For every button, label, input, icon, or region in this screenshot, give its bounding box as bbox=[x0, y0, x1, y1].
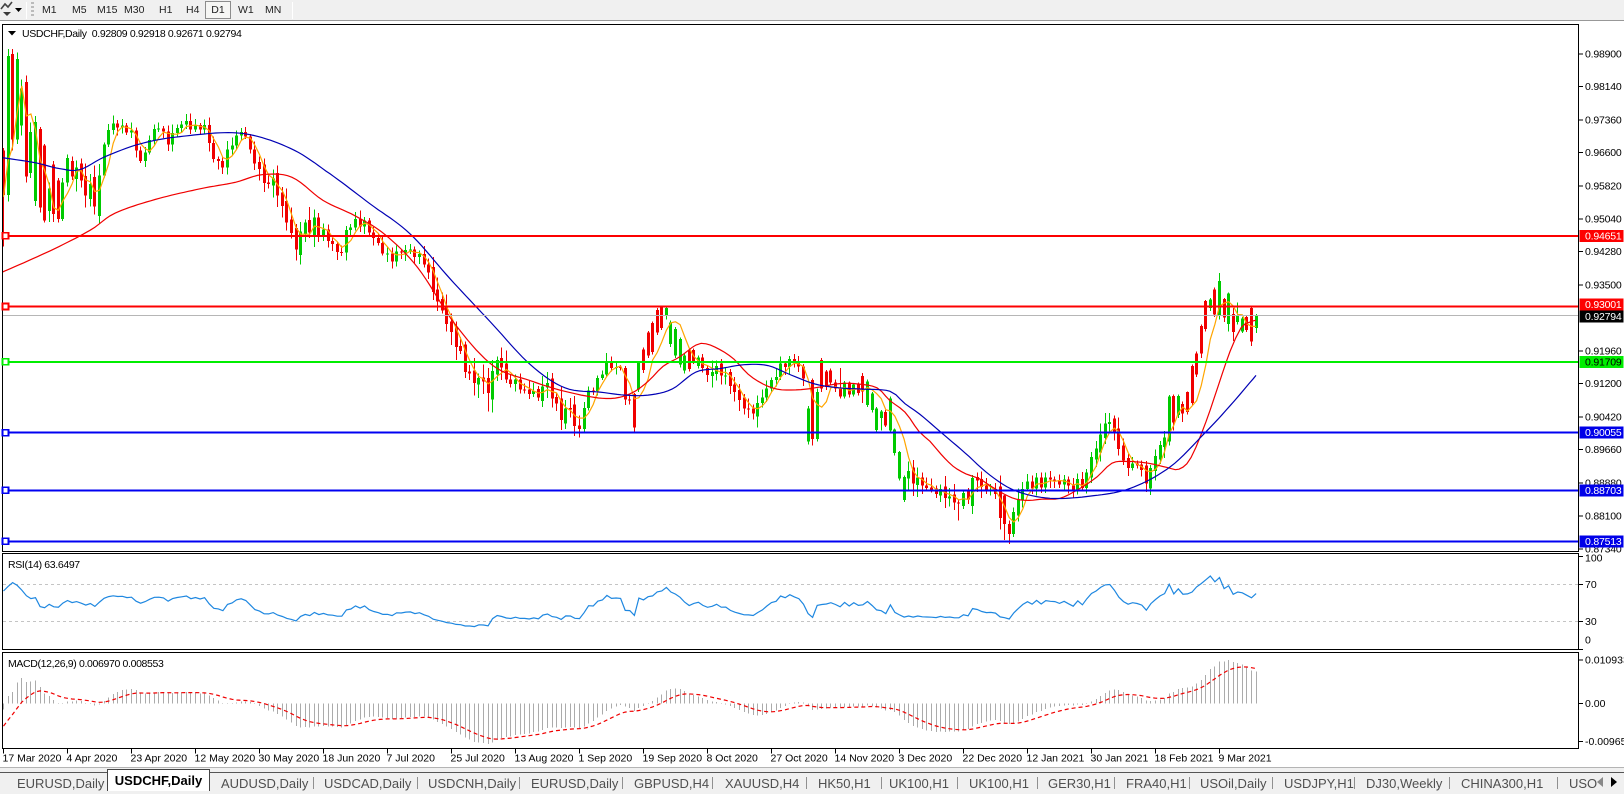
svg-text:22 Dec 2020: 22 Dec 2020 bbox=[963, 753, 1023, 765]
svg-text:RSI(14) 63.6497: RSI(14) 63.6497 bbox=[8, 559, 80, 571]
svg-text:9 Mar 2021: 9 Mar 2021 bbox=[1219, 753, 1272, 765]
svg-text:30 Jan 2021: 30 Jan 2021 bbox=[1091, 753, 1149, 765]
svg-text:0.90420: 0.90420 bbox=[1585, 411, 1622, 423]
svg-text:3 Dec 2020: 3 Dec 2020 bbox=[899, 753, 953, 765]
svg-text:12 May 2020: 12 May 2020 bbox=[195, 753, 256, 765]
svg-text:0.010933: 0.010933 bbox=[1585, 655, 1624, 667]
svg-text:18 Jun 2020: 18 Jun 2020 bbox=[323, 753, 381, 765]
svg-text:70: 70 bbox=[1585, 579, 1597, 591]
svg-text:23 Apr 2020: 23 Apr 2020 bbox=[131, 753, 188, 765]
svg-text:0.93001: 0.93001 bbox=[1585, 299, 1622, 311]
svg-text:0.98900: 0.98900 bbox=[1585, 49, 1622, 61]
svg-text:0.93500: 0.93500 bbox=[1585, 280, 1622, 292]
svg-text:0.94280: 0.94280 bbox=[1585, 246, 1622, 258]
svg-text:14 Nov 2020: 14 Nov 2020 bbox=[835, 753, 895, 765]
svg-text:MACD(12,26,9) 0.006970 0.00855: MACD(12,26,9) 0.006970 0.008553 bbox=[8, 658, 164, 670]
svg-text:0.91200: 0.91200 bbox=[1585, 378, 1622, 390]
svg-text:7 Jul 2020: 7 Jul 2020 bbox=[387, 753, 436, 765]
svg-text:13 Aug 2020: 13 Aug 2020 bbox=[515, 753, 574, 765]
svg-text:0.95040: 0.95040 bbox=[1585, 214, 1622, 226]
svg-text:30 May 2020: 30 May 2020 bbox=[259, 753, 320, 765]
svg-text:1 Sep 2020: 1 Sep 2020 bbox=[579, 753, 633, 765]
svg-text:0.91960: 0.91960 bbox=[1585, 346, 1622, 358]
svg-text:0.88100: 0.88100 bbox=[1585, 511, 1622, 523]
svg-text:0.96600: 0.96600 bbox=[1585, 147, 1622, 159]
svg-text:0.87513: 0.87513 bbox=[1585, 536, 1622, 548]
svg-text:18 Feb 2021: 18 Feb 2021 bbox=[1155, 753, 1214, 765]
svg-text:0.97360: 0.97360 bbox=[1585, 114, 1622, 126]
svg-text:USDCHF,Daily 0.92809 0.92918: USDCHF,Daily 0.92809 0.92918 0.92671 0.9… bbox=[22, 28, 242, 40]
svg-text:0.98140: 0.98140 bbox=[1585, 81, 1622, 93]
svg-text:100: 100 bbox=[1585, 553, 1603, 565]
svg-text:0.94651: 0.94651 bbox=[1585, 230, 1622, 242]
svg-text:8 Oct 2020: 8 Oct 2020 bbox=[707, 753, 759, 765]
svg-text:-0.009653: -0.009653 bbox=[1585, 736, 1624, 748]
svg-text:0.92794: 0.92794 bbox=[1585, 311, 1622, 323]
svg-text:12 Jan 2021: 12 Jan 2021 bbox=[1027, 753, 1085, 765]
svg-text:0.95820: 0.95820 bbox=[1585, 180, 1622, 192]
svg-text:30: 30 bbox=[1585, 616, 1597, 628]
svg-text:0: 0 bbox=[1585, 635, 1591, 647]
svg-text:0.90055: 0.90055 bbox=[1585, 427, 1622, 439]
svg-text:0.88703: 0.88703 bbox=[1585, 485, 1622, 497]
svg-text:19 Sep 2020: 19 Sep 2020 bbox=[643, 753, 703, 765]
svg-text:0.89660: 0.89660 bbox=[1585, 444, 1622, 456]
svg-text:0.00: 0.00 bbox=[1585, 698, 1606, 710]
svg-text:4 Apr 2020: 4 Apr 2020 bbox=[67, 753, 118, 765]
svg-text:0.91709: 0.91709 bbox=[1585, 356, 1622, 368]
svg-text:17 Mar 2020: 17 Mar 2020 bbox=[3, 753, 62, 765]
svg-text:27 Oct 2020: 27 Oct 2020 bbox=[771, 753, 828, 765]
svg-text:25 Jul 2020: 25 Jul 2020 bbox=[451, 753, 505, 765]
